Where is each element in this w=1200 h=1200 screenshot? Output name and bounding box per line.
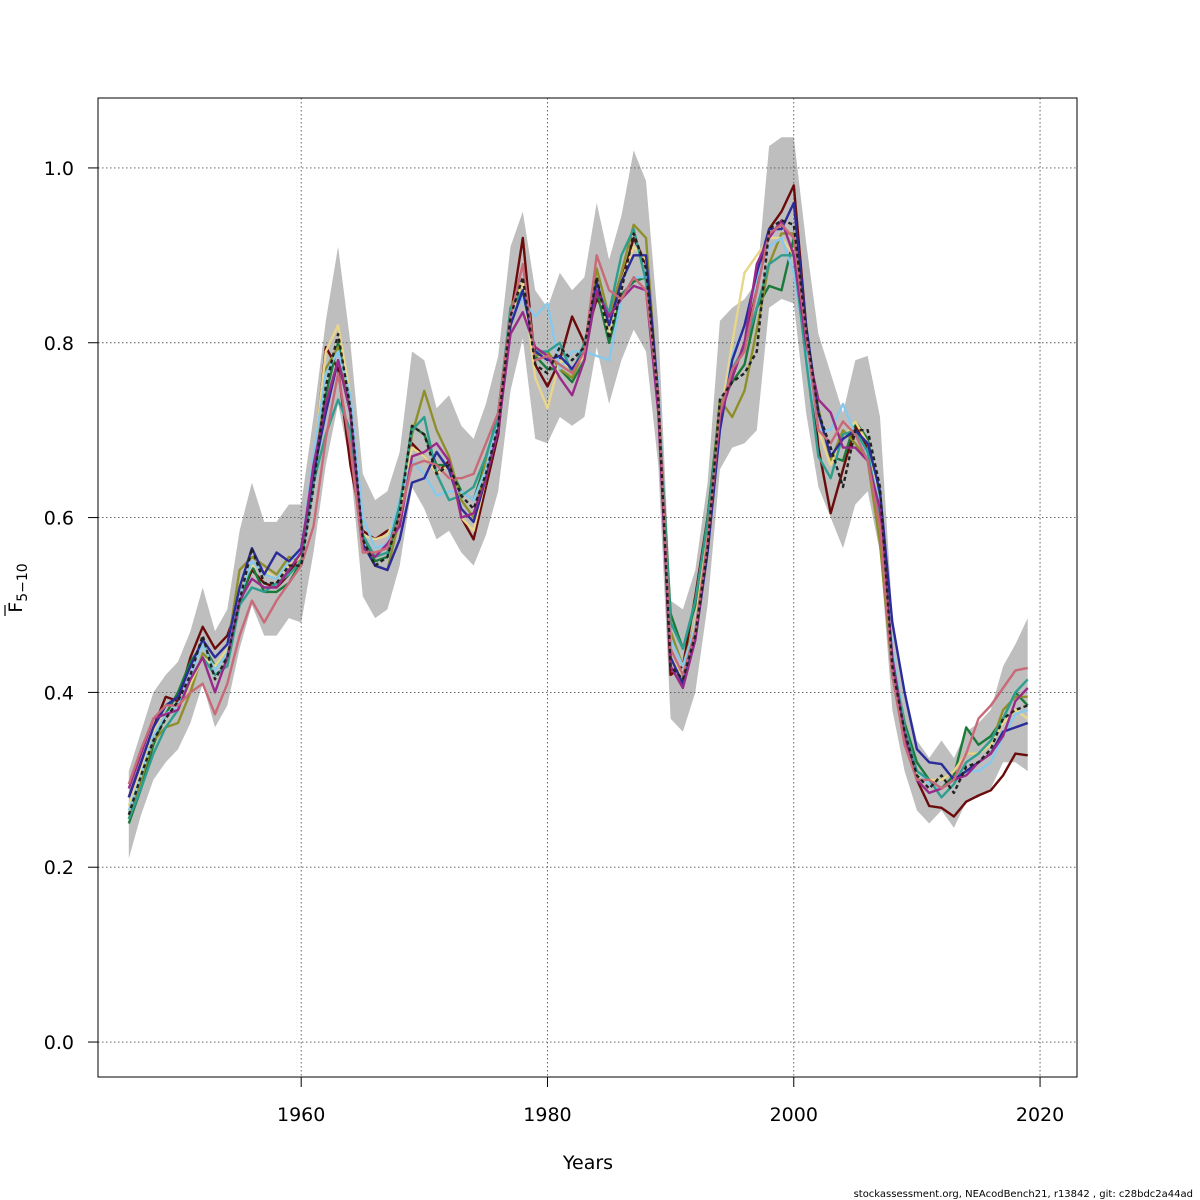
x-axis: 1960 1980 2000 2020 xyxy=(277,1077,1064,1126)
series-line-peel-8 xyxy=(127,219,1029,795)
series-line-base xyxy=(127,219,1029,816)
x-tick-label: 1980 xyxy=(523,1104,571,1126)
footer-text: stockassessment.org, NEAcodBench21, r138… xyxy=(854,1189,1193,1200)
series-line-peel-2 xyxy=(127,236,1029,824)
y-tick-label: 0.0 xyxy=(44,1032,74,1054)
y-tick-label: 0.4 xyxy=(44,682,74,704)
y-axis-title-subscript: 5−10 xyxy=(15,563,31,601)
x-tick-label: 2000 xyxy=(770,1104,818,1126)
y-axis-title-group: F5−10 xyxy=(4,563,31,616)
y-axis-title-main: F xyxy=(5,602,27,613)
y-tick-label: 0.8 xyxy=(44,333,74,355)
y-tick-label: 1.0 xyxy=(44,158,74,180)
y-tick-label: 0.2 xyxy=(44,857,74,879)
y-axis-title: F5−10 xyxy=(5,563,31,612)
x-axis-title: Years xyxy=(562,1152,613,1174)
plot-frame xyxy=(97,97,1078,1078)
x-tick-label: 1960 xyxy=(277,1104,325,1126)
series-line-peel-9 xyxy=(127,223,1028,790)
x-tick-label: 2020 xyxy=(1016,1104,1064,1126)
series-layer xyxy=(127,184,1029,824)
y-axis: 0.0 0.2 0.4 0.6 0.8 1.0 xyxy=(44,158,98,1054)
y-tick-label: 0.6 xyxy=(44,508,74,530)
